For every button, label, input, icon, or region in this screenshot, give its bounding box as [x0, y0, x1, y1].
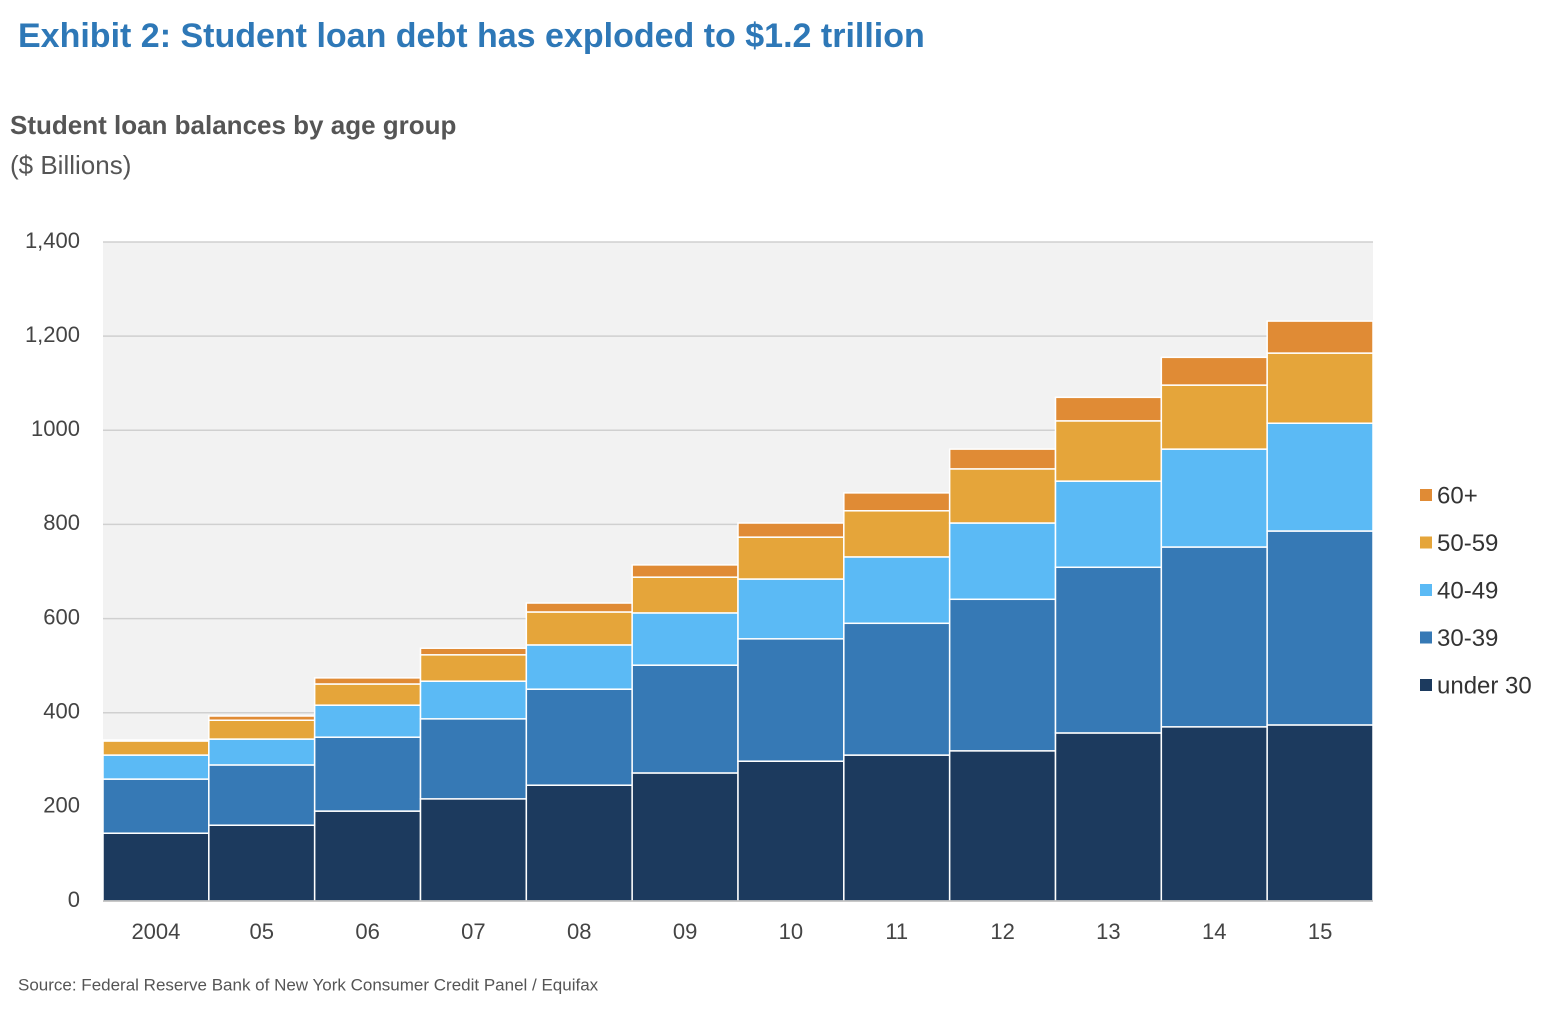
bar-segment — [1054, 420, 1163, 482]
bar-segment — [1160, 448, 1268, 548]
legend-swatch — [1420, 631, 1432, 644]
bar-segment — [313, 677, 422, 685]
bar-segment — [1054, 480, 1163, 569]
bar-segment — [737, 522, 845, 538]
y-tick-label: 600 — [43, 604, 80, 629]
bar-segment — [631, 664, 739, 774]
bar-segment — [102, 832, 210, 902]
bar-segment — [737, 536, 845, 580]
y-tick-label: 1000 — [31, 416, 80, 441]
bar-segment — [1160, 726, 1268, 902]
x-tick-label: 09 — [673, 919, 697, 944]
bar-segment — [1054, 566, 1163, 734]
y-tick-label: 400 — [43, 699, 80, 724]
legend-label: 60+ — [1437, 482, 1478, 509]
bar-segment — [843, 754, 951, 902]
bar-segment — [1266, 320, 1374, 354]
legend-swatch — [1420, 679, 1432, 691]
chart-subtitle: Student loan balances by age group — [10, 110, 456, 140]
bar-segment — [102, 754, 210, 780]
bar-segment — [419, 680, 528, 720]
bar-segment — [737, 638, 845, 762]
bar-segment — [1266, 724, 1374, 902]
bar-segment — [208, 764, 316, 826]
bar-segment — [843, 492, 951, 512]
x-tick-label: 08 — [567, 919, 591, 944]
x-tick-label: 07 — [461, 919, 485, 944]
bar-segment — [948, 750, 1057, 902]
legend-label: 30-39 — [1437, 625, 1498, 652]
bar-segment — [1160, 384, 1268, 450]
bar-segment — [1054, 732, 1163, 902]
bar-segment — [1266, 422, 1374, 532]
bar-segment — [1266, 352, 1374, 424]
x-tick-label: 12 — [990, 919, 1014, 944]
bar-segment — [419, 798, 528, 902]
x-tick-label: 06 — [355, 919, 379, 944]
y-tick-label: 1,200 — [25, 322, 80, 347]
bar-segment — [1054, 396, 1163, 422]
bar-segment — [208, 738, 316, 766]
bar-segment — [1160, 546, 1268, 728]
bar-segment — [102, 739, 210, 742]
legend-label: 50-59 — [1437, 530, 1498, 557]
bar-segment — [419, 647, 528, 656]
bar-segment — [631, 564, 739, 578]
bar-segment — [631, 772, 739, 902]
x-tick-label: 2004 — [131, 919, 180, 944]
bar-segment — [948, 522, 1057, 601]
bar-segment — [525, 611, 633, 646]
bar-segment — [525, 602, 633, 613]
x-tick-label: 15 — [1308, 919, 1332, 944]
bar-segment — [102, 778, 210, 834]
x-tick-label: 14 — [1202, 919, 1226, 944]
y-axis-label: ($ Billions) — [10, 150, 131, 180]
x-tick-label: 13 — [1096, 919, 1120, 944]
bar-segment — [525, 688, 633, 786]
legend-swatch — [1420, 536, 1432, 549]
bar-segment — [631, 576, 739, 614]
bar-segment — [208, 715, 316, 721]
bar-segment — [208, 824, 316, 902]
bar-segment — [948, 468, 1057, 524]
legend-label: 40-49 — [1437, 577, 1498, 604]
bar-segment — [948, 598, 1057, 752]
bar-segment — [208, 719, 316, 740]
bar-segment — [631, 612, 739, 666]
bar-segment — [102, 740, 210, 756]
y-tick-label: 200 — [43, 793, 80, 818]
bar-segment — [1160, 356, 1268, 386]
bar-segment — [948, 448, 1057, 470]
bar-segment — [525, 784, 633, 902]
bar-segment — [525, 644, 633, 690]
bar-segment — [843, 510, 951, 558]
x-tick-label: 10 — [779, 919, 803, 944]
legend-swatch — [1420, 489, 1432, 501]
bar-segment — [843, 556, 951, 625]
legend-label: under 30 — [1437, 672, 1532, 699]
bar-segment — [737, 760, 845, 902]
bar-segment — [313, 704, 422, 738]
bar-segment — [313, 683, 422, 706]
bar-segment — [313, 736, 422, 812]
y-tick-label: 1,400 — [25, 228, 80, 253]
y-tick-label: 800 — [43, 510, 80, 535]
source-note: Source: Federal Reserve Bank of New York… — [18, 975, 599, 994]
bar-segment — [419, 654, 528, 682]
bar-segment — [1266, 530, 1374, 726]
legend-swatch — [1420, 584, 1432, 596]
bar-segment — [313, 810, 422, 902]
bar-segment — [843, 622, 951, 756]
bar-segment — [737, 578, 845, 640]
x-tick-label: 11 — [885, 919, 908, 944]
chart-title: Exhibit 2: Student loan debt has explode… — [18, 17, 925, 55]
x-tick-label: 05 — [250, 919, 274, 944]
bar-segment — [419, 718, 528, 800]
y-tick-label: 0 — [68, 887, 80, 912]
